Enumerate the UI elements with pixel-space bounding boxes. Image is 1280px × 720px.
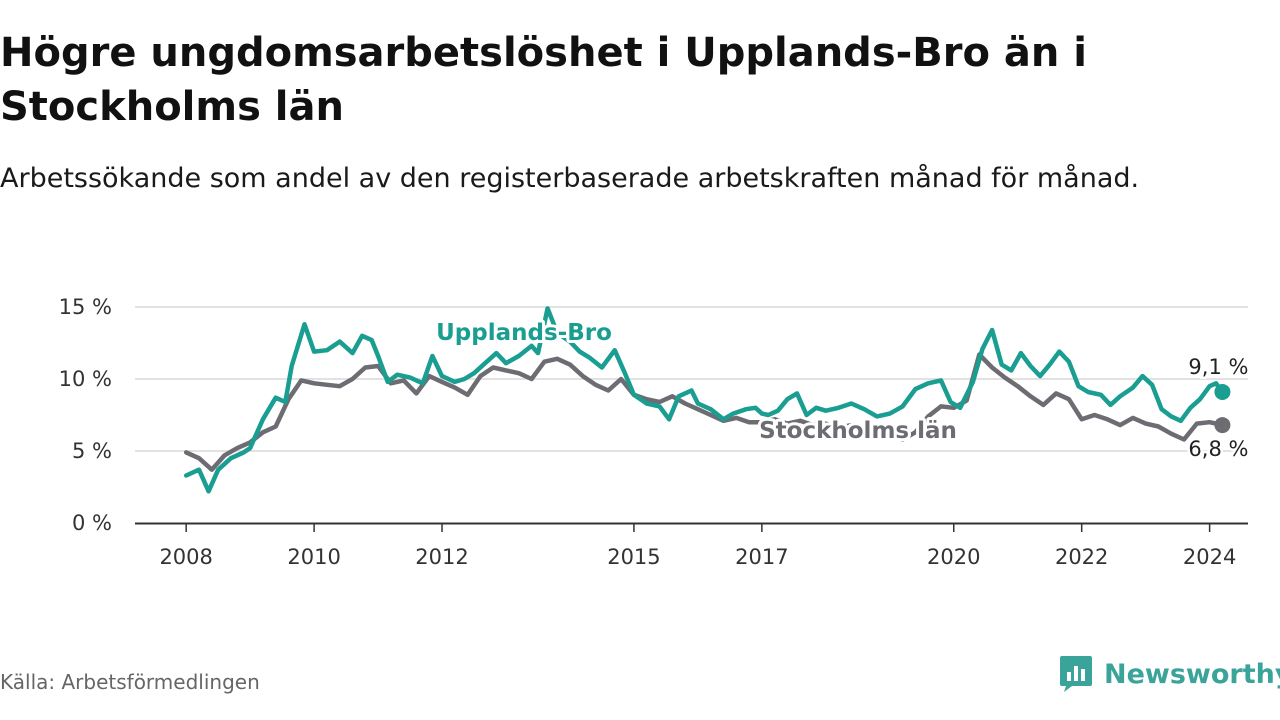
source-note: Källa: Arbetsförmedlingen xyxy=(0,670,260,694)
series-line-upplands-bro xyxy=(183,306,1225,494)
x-tick-label: 2024 xyxy=(1183,545,1236,569)
x-tick-label: 2012 xyxy=(415,545,468,569)
chart-subtitle: Arbetssökande som andel av den registerb… xyxy=(0,163,1140,194)
x-tick-label: 2008 xyxy=(159,545,212,569)
series-lines xyxy=(183,306,1231,494)
series-end-label: 9,1 % xyxy=(1188,355,1248,379)
series-end-label: 6,8 % xyxy=(1188,437,1248,461)
x-tick-label: 2010 xyxy=(287,545,340,569)
y-tick-label: 0 % xyxy=(72,511,112,535)
y-axis-ticks: 0 % 5 % 10 % 15 % xyxy=(59,295,112,535)
x-tick-label: 2020 xyxy=(927,545,980,569)
y-tick-label: 15 % xyxy=(59,295,112,319)
series-label: Upplands-Bro xyxy=(436,320,612,346)
x-tick-label: 2015 xyxy=(607,545,660,569)
series-end-point xyxy=(1214,383,1231,400)
brand-logo: Newsworthy xyxy=(1058,652,1280,696)
newsworthy-logo-icon xyxy=(1060,656,1092,692)
chart-title: Högre ungdomsarbetslöshet i Upplands-Bro… xyxy=(0,30,1087,130)
grid-lines xyxy=(135,306,1248,452)
series-labels: Stockholms län 6,8 % Upplands-Bro 9,1 % xyxy=(433,317,1251,464)
brand-name: Newsworthy xyxy=(1104,658,1280,690)
y-tick-label: 5 % xyxy=(72,439,112,463)
series-label: Stockholms län xyxy=(759,418,957,444)
series-end-point xyxy=(1214,417,1231,434)
series-line-stockholms-l-n xyxy=(183,352,1225,472)
y-tick-label: 10 % xyxy=(59,367,112,391)
x-tick-label: 2022 xyxy=(1055,545,1108,569)
x-axis: 2008 2010 2012 2015 2017 2020 2022 2024 xyxy=(135,522,1248,569)
x-tick-label: 2017 xyxy=(735,545,788,569)
